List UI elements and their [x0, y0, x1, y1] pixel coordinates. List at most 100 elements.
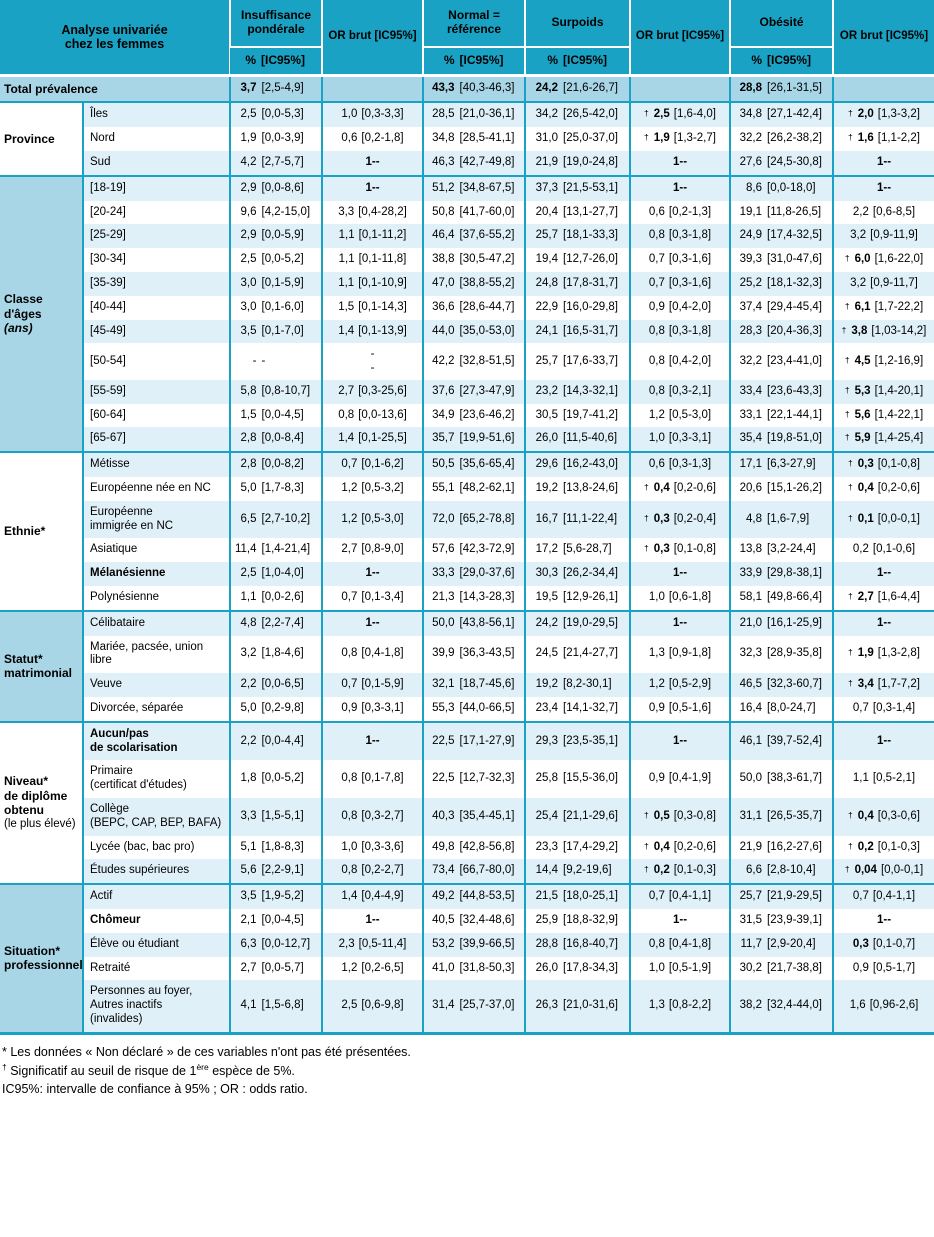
row-label: Nord	[82, 127, 230, 151]
confidence-interval: [37,6-55,2]	[459, 229, 515, 242]
value: 44,0	[432, 324, 455, 337]
value: 25,2	[739, 276, 762, 289]
data-cell: 0,8 [0,3-1,8]	[629, 224, 730, 249]
value: 5,0	[240, 701, 257, 714]
value: 0,04	[854, 864, 877, 877]
row-label: Chômeur	[82, 908, 230, 933]
value: 35,7	[432, 432, 455, 445]
confidence-interval: [0,0-5,3]	[261, 108, 304, 121]
odds-ratio-value: 0,6 [0,3-1,3]	[633, 458, 727, 472]
data-cell: 42,2 [32,8-51,5]	[422, 343, 525, 380]
odds-ratio-value: † 0,2 [0,1-0,3]	[848, 840, 920, 853]
data-cell: 1,0 [0,3-3,3]	[321, 101, 423, 128]
percent-value-pair: 39,3 [31,0-47,6]	[733, 253, 830, 267]
data-cell: 19,5 [12,9-26,1]	[524, 585, 630, 611]
value: 4,2	[240, 155, 257, 168]
confidence-interval: [0,4-2,0]	[668, 300, 712, 313]
odds-ratio-value: 0,8 [0,2-2,7]	[325, 864, 420, 878]
value: 34,8	[739, 108, 762, 121]
value: 1,6	[849, 999, 866, 1012]
row-label: [55-59]	[82, 379, 230, 404]
confidence-interval: [29,0-37,6]	[459, 567, 515, 580]
value: 19,4	[535, 253, 558, 266]
odds-ratio-value: 1,6 [0,96-2,6]	[836, 999, 932, 1013]
odds-ratio-value: 2,5 [0,6-9,8]	[325, 999, 420, 1013]
data-cell: 25,7 [17,6-33,7]	[524, 343, 630, 380]
value: 6,5	[240, 512, 257, 525]
data-cell: 2,1 [0,0-4,5]	[229, 908, 322, 933]
data-cell: 0,9 [0,4-2,0]	[629, 295, 730, 320]
data-cell: 5,6 [2,2-9,1]	[229, 859, 322, 885]
percent-value-pair: 34,8 [27,1-42,4]	[733, 108, 830, 122]
value: 0,8	[338, 408, 355, 421]
data-cell: 3,2 [0,9-11,9]	[832, 224, 934, 249]
confidence-interval: [19,7-41,2]	[563, 408, 618, 421]
percent-value-pair: 44,0 [35,0-53,0]	[426, 325, 522, 339]
value: 55,1	[432, 481, 455, 494]
data-cell: 3,3 [1,5-5,1]	[229, 797, 322, 836]
confidence-interval: [0,3-3,1]	[668, 432, 712, 445]
percent-value-pair: 19,2 [8,2-30,1]	[528, 678, 627, 692]
percent-value-pair: 8,6 [0,0-18,0]	[733, 182, 830, 196]
confidence-interval: [26,1-31,5]	[767, 82, 822, 95]
data-cell: 1,5 [0,0-4,5]	[229, 403, 322, 428]
value: 50,0	[432, 616, 455, 629]
data-cell: 1,9 [0,0-3,9]	[229, 127, 322, 151]
percent-value-pair: 20,4 [13,1-27,7]	[528, 206, 627, 220]
value: 11,4	[234, 543, 257, 556]
table-row: [65-67] 2,8 [0,0-8,4] 1,4 [0,1-25,5] 35,7 [19,…	[0, 427, 934, 453]
value: 72,0	[432, 512, 455, 525]
table-caption-cell: Analyse univariée chez les femmes	[0, 0, 230, 76]
percent-value-pair: 23,4 [14,1-32,7]	[528, 702, 627, 716]
value: 1,2	[648, 678, 665, 691]
data-cell: 3,3 [0,4-28,2]	[321, 200, 423, 225]
confidence-interval: [0,2-0,6]	[877, 481, 920, 494]
odds-ratio-value: 0,7 [0,1-5,9]	[325, 678, 420, 692]
percent-value-pair: 30,3 [26,2-34,4]	[528, 567, 627, 581]
percent-value-pair: 17,2 [5,6-28,7]	[528, 543, 627, 557]
value: 1,0	[648, 590, 665, 603]
subheader-pct-ic95: % [IC95%]	[230, 47, 322, 76]
value: 1--	[672, 155, 688, 168]
confidence-interval: [0,2-1,3]	[668, 205, 712, 218]
footnote-dagger-text-a: Significatif au seuil de risque de 1	[6, 1064, 197, 1079]
data-cell: 0,9 [0,5-1,7]	[832, 956, 934, 981]
confidence-interval: [6,3-27,9]	[767, 458, 816, 471]
data-cell: 29,3 [23,5-35,1]	[524, 720, 630, 761]
percent-value-pair: 2,2 [0,0-6,5]	[233, 678, 319, 692]
percent-value-pair: 21,0 [16,1-25,9]	[733, 617, 830, 631]
value: 23,2	[535, 384, 558, 397]
odds-ratio-value: † 0,4 [0,2-0,6]	[644, 840, 716, 853]
data-cell: 29,6 [16,2-43,0]	[524, 451, 630, 477]
percent-value-pair: 73,4 [66,7-80,0]	[426, 864, 522, 878]
percent-value-pair: 32,3 [28,9-35,8]	[733, 647, 830, 661]
odds-ratio-value: 1--	[633, 182, 727, 196]
confidence-interval: [29,8-38,1]	[767, 567, 822, 580]
confidence-interval: [35,4-45,1]	[459, 809, 515, 822]
value: 5,9	[854, 432, 871, 445]
data-cell: 0,6 [0,2-1,8]	[321, 127, 423, 151]
confidence-interval: [17,8-31,7]	[563, 276, 618, 289]
confidence-interval: [26,2-38,2]	[767, 132, 822, 145]
confidence-interval: [0,4-4,9]	[361, 890, 404, 903]
value: 41,0	[432, 961, 455, 974]
table-row: Divorcée, séparée 5,0 [0,2-9,8] 0,9 [0,3-3,1…	[0, 696, 934, 722]
percent-value-pair: 20,6 [15,1-26,2]	[733, 482, 830, 496]
confidence-interval: [1,3-2,8]	[877, 647, 920, 660]
header-row-2: % [IC95%]% [IC95%]% [IC95%]% [IC95%]	[0, 47, 934, 76]
confidence-interval: [21,9-29,5]	[767, 890, 822, 903]
data-cell: 35,7 [19,9-51,6]	[422, 427, 525, 453]
percent-value-pair: 25,4 [21,1-29,6]	[528, 810, 627, 824]
value: 34,9	[432, 408, 455, 421]
value: 2,1	[240, 913, 257, 926]
odds-ratio-value: † 0,2 [0,1-0,3]	[644, 864, 716, 877]
percent-value-pair: 38,2 [32,4-44,0]	[733, 999, 830, 1013]
percent-value-pair: 6,5 [2,7-10,2]	[233, 513, 319, 527]
percent-value-pair: 22,9 [16,0-29,8]	[528, 301, 627, 315]
confidence-interval: [35,6-65,4]	[459, 458, 515, 471]
percent-label: %	[547, 53, 558, 68]
table-row: Province Îles 2,5 [0,0-5,3] 1,0 [0,3-3,3] 28,5…	[0, 101, 934, 176]
odds-ratio-value: 1,2 [0,5-3,0]	[633, 409, 727, 423]
confidence-interval: [28,9-35,8]	[767, 647, 822, 660]
confidence-interval: [1,0-4,0]	[261, 567, 304, 580]
